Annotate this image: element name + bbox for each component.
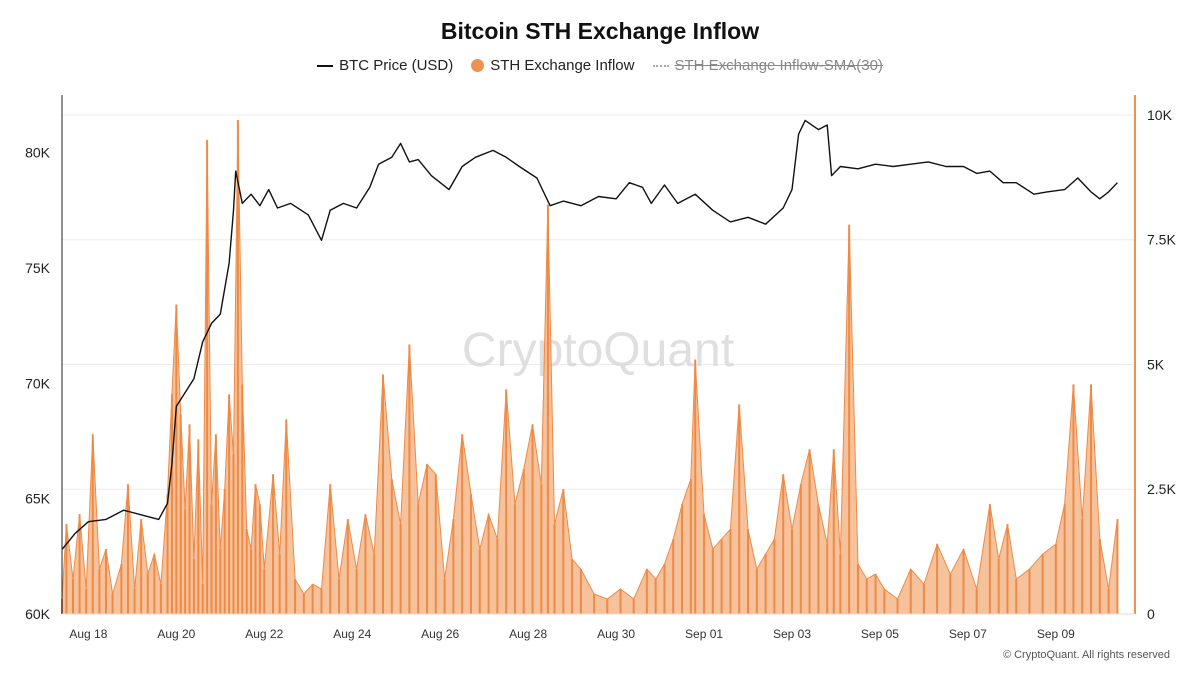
y-left-tick-label: 70K — [25, 375, 51, 391]
x-tick-label: Sep 05 — [861, 627, 899, 641]
dotted-line-swatch-icon — [652, 64, 669, 67]
y-right-tick-label: 5K — [1147, 356, 1165, 372]
y-left-tick-label: 60K — [25, 606, 51, 622]
y-left-tick-label: 75K — [25, 260, 51, 276]
legend-label: STH Exchange Inflow-SMA(30) — [674, 57, 883, 74]
copyright-notice: © CryptoQuant. All rights reserved — [1002, 649, 1170, 661]
x-tick-label: Aug 26 — [421, 627, 459, 641]
circle-swatch-icon — [471, 59, 485, 72]
legend-item-btc-price[interactable]: BTC Price (USD) — [317, 57, 453, 74]
y-left-tick-label: 80K — [25, 145, 51, 161]
inflow-outline — [61, 119, 1118, 600]
y-right-tick-label: 7.5K — [1147, 232, 1176, 248]
watermark-logo: CryptoQuant — [462, 324, 734, 377]
x-tick-label: Aug 28 — [509, 627, 547, 641]
x-tick-label: Sep 03 — [773, 627, 811, 641]
x-tick-label: Aug 20 — [157, 627, 195, 641]
x-tick-label: Aug 18 — [69, 627, 107, 641]
legend-item-sth-inflow-sma[interactable]: STH Exchange Inflow-SMA(30) — [652, 57, 883, 74]
x-tick-label: Sep 09 — [1037, 627, 1075, 641]
line-swatch-icon — [317, 64, 334, 67]
y-left-tick-label: 65K — [25, 491, 51, 507]
y-right-tick-label: 10K — [1147, 107, 1173, 123]
legend-item-sth-inflow[interactable]: STH Exchange Inflow — [471, 57, 635, 74]
btc-price-line — [61, 119, 1118, 550]
chart-title: Bitcoin STH Exchange Inflow — [440, 18, 760, 44]
x-tick-label: Aug 30 — [597, 627, 635, 641]
y-right-tick-label: 0 — [1147, 606, 1155, 622]
x-tick-label: Sep 07 — [949, 627, 987, 641]
legend-label: STH Exchange Inflow — [490, 57, 635, 74]
legend: BTC Price (USD) STH Exchange Inflow STH … — [0, 57, 1200, 74]
legend-label: BTC Price (USD) — [339, 57, 454, 74]
x-tick-label: Sep 01 — [685, 627, 723, 641]
x-tick-label: Aug 22 — [245, 627, 283, 641]
x-tick-label: Aug 24 — [333, 627, 371, 641]
inflow-area — [62, 120, 1118, 614]
y-right-tick-label: 2.5K — [1147, 481, 1176, 497]
